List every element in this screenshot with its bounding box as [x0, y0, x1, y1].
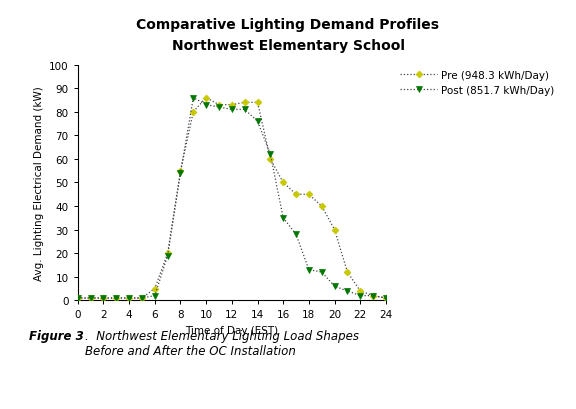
Post (851.7 kWh/Day)	[331, 284, 338, 289]
Post (851.7 kWh/Day)	[164, 254, 171, 258]
Pre (948.3 kWh/Day)	[305, 192, 312, 197]
Post (851.7 kWh/Day)	[370, 294, 377, 299]
Post (851.7 kWh/Day)	[293, 232, 300, 237]
Pre (948.3 kWh/Day)	[241, 101, 248, 106]
X-axis label: Time of Day (EST): Time of Day (EST)	[185, 325, 278, 335]
Line: Post (851.7 kWh/Day): Post (851.7 kWh/Day)	[75, 95, 389, 301]
Pre (948.3 kWh/Day)	[126, 296, 132, 301]
Pre (948.3 kWh/Day)	[164, 251, 171, 256]
Text: .  Northwest Elementary Lighting Load Shapes
Before and After the OC Installatio: . Northwest Elementary Lighting Load Sha…	[85, 329, 359, 357]
Pre (948.3 kWh/Day)	[177, 169, 184, 174]
Post (851.7 kWh/Day)	[74, 296, 81, 301]
Legend: Pre (948.3 kWh/Day), Post (851.7 kWh/Day): Pre (948.3 kWh/Day), Post (851.7 kWh/Day…	[400, 71, 554, 96]
Line: Pre (948.3 kWh/Day): Pre (948.3 kWh/Day)	[75, 96, 388, 301]
Pre (948.3 kWh/Day)	[138, 296, 145, 301]
Post (851.7 kWh/Day)	[305, 267, 312, 272]
Post (851.7 kWh/Day)	[382, 296, 389, 301]
Post (851.7 kWh/Day)	[113, 296, 120, 301]
Post (851.7 kWh/Day)	[267, 153, 274, 157]
Pre (948.3 kWh/Day)	[74, 296, 81, 301]
Pre (948.3 kWh/Day)	[87, 296, 94, 301]
Pre (948.3 kWh/Day)	[254, 101, 261, 106]
Pre (948.3 kWh/Day)	[319, 204, 325, 209]
Pre (948.3 kWh/Day)	[382, 296, 389, 301]
Pre (948.3 kWh/Day)	[215, 103, 222, 108]
Post (851.7 kWh/Day)	[344, 289, 351, 294]
Pre (948.3 kWh/Day)	[344, 270, 351, 275]
Post (851.7 kWh/Day)	[357, 294, 363, 299]
Post (851.7 kWh/Day)	[87, 296, 94, 301]
Post (851.7 kWh/Day)	[126, 296, 132, 301]
Pre (948.3 kWh/Day)	[357, 289, 363, 294]
Pre (948.3 kWh/Day)	[228, 103, 235, 108]
Pre (948.3 kWh/Day)	[203, 96, 210, 101]
Post (851.7 kWh/Day)	[190, 96, 197, 101]
Pre (948.3 kWh/Day)	[331, 227, 338, 232]
Post (851.7 kWh/Day)	[203, 103, 210, 108]
Pre (948.3 kWh/Day)	[293, 192, 300, 197]
Post (851.7 kWh/Day)	[280, 216, 287, 221]
Pre (948.3 kWh/Day)	[151, 286, 158, 291]
Post (851.7 kWh/Day)	[151, 294, 158, 299]
Pre (948.3 kWh/Day)	[370, 294, 377, 299]
Post (851.7 kWh/Day)	[138, 296, 145, 301]
Text: Comparative Lighting Demand Profiles: Comparative Lighting Demand Profiles	[137, 18, 439, 32]
Post (851.7 kWh/Day)	[319, 270, 325, 275]
Post (851.7 kWh/Day)	[228, 108, 235, 112]
Text: Figure 3: Figure 3	[29, 329, 84, 342]
Pre (948.3 kWh/Day)	[280, 181, 287, 186]
Post (851.7 kWh/Day)	[100, 296, 107, 301]
Post (851.7 kWh/Day)	[177, 171, 184, 176]
Pre (948.3 kWh/Day)	[267, 157, 274, 162]
Pre (948.3 kWh/Day)	[190, 110, 197, 115]
Post (851.7 kWh/Day)	[215, 105, 222, 110]
Pre (948.3 kWh/Day)	[100, 296, 107, 301]
Text: Northwest Elementary School: Northwest Elementary School	[172, 39, 404, 53]
Y-axis label: Avg. Lighting Electrical Demand (kW): Avg. Lighting Electrical Demand (kW)	[33, 86, 44, 280]
Post (851.7 kWh/Day)	[241, 108, 248, 112]
Pre (948.3 kWh/Day)	[113, 296, 120, 301]
Post (851.7 kWh/Day)	[254, 119, 261, 124]
